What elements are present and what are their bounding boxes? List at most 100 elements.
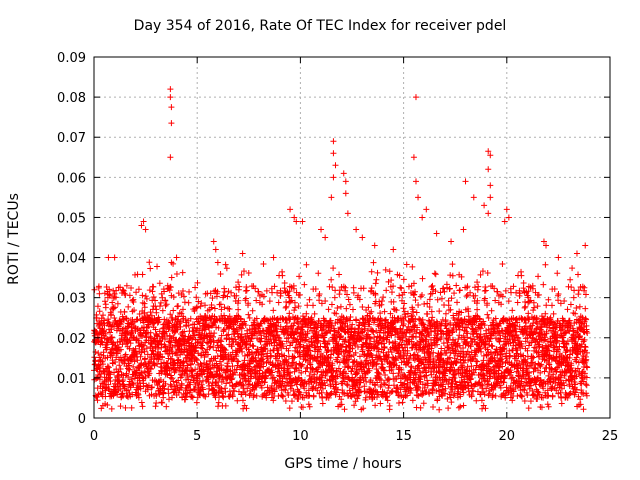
data-point <box>143 295 150 302</box>
data-point <box>126 390 133 397</box>
data-point <box>170 260 177 267</box>
data-point <box>184 364 191 371</box>
data-point <box>520 279 527 286</box>
data-point <box>92 358 99 365</box>
data-point <box>150 283 157 290</box>
data-point <box>218 386 225 393</box>
data-point <box>263 287 270 294</box>
data-point <box>304 302 311 309</box>
data-point <box>202 393 209 400</box>
data-point <box>91 286 98 293</box>
data-point <box>451 290 458 297</box>
data-point <box>526 298 533 305</box>
data-point <box>168 356 175 363</box>
data-point <box>286 310 293 317</box>
data-point <box>330 265 337 272</box>
data-point <box>123 370 130 377</box>
data-point <box>229 363 236 370</box>
data-point <box>412 297 419 304</box>
data-point <box>249 351 256 358</box>
data-point <box>95 350 102 357</box>
data-point <box>275 357 282 364</box>
data-point <box>171 369 178 376</box>
data-point <box>177 323 184 330</box>
data-point <box>189 353 196 360</box>
data-point <box>328 276 335 283</box>
data-point <box>397 284 404 291</box>
data-point <box>246 381 253 388</box>
data-point <box>463 293 470 300</box>
data-point <box>143 345 150 352</box>
data-point <box>555 297 562 304</box>
data-point <box>155 341 162 348</box>
data-point <box>139 332 146 339</box>
data-point <box>147 358 154 365</box>
data-point <box>218 338 225 345</box>
data-point <box>535 273 542 280</box>
data-point <box>162 336 169 343</box>
data-point <box>331 294 338 301</box>
data-point <box>139 271 146 278</box>
data-point <box>453 282 460 289</box>
data-point <box>152 326 159 333</box>
data-point <box>228 289 235 296</box>
data-point <box>218 362 225 369</box>
data-point <box>129 391 136 398</box>
data-point <box>427 291 434 298</box>
data-point <box>179 306 186 313</box>
data-point <box>243 405 250 412</box>
data-point <box>337 303 344 310</box>
data-point <box>131 307 138 314</box>
data-point <box>169 350 176 357</box>
data-point <box>134 316 141 323</box>
data-point <box>382 371 389 378</box>
data-point <box>221 304 228 311</box>
data-point <box>448 399 455 406</box>
data-point <box>426 296 433 303</box>
data-point <box>226 306 233 313</box>
data-point <box>187 379 194 386</box>
data-point <box>146 259 153 266</box>
data-point <box>96 290 103 297</box>
data-point <box>258 384 265 391</box>
data-point <box>168 348 175 355</box>
data-point <box>104 344 111 351</box>
data-point <box>213 368 220 375</box>
data-point <box>152 297 159 304</box>
data-point <box>436 308 443 315</box>
data-point <box>254 382 261 389</box>
data-point <box>174 326 181 333</box>
data-point <box>242 295 249 302</box>
data-point <box>134 357 141 364</box>
data-point <box>236 283 243 290</box>
data-point <box>166 396 173 403</box>
data-point <box>279 392 286 399</box>
data-point <box>157 299 164 306</box>
data-point <box>179 269 186 276</box>
data-point <box>247 390 254 397</box>
data-point <box>220 394 227 401</box>
data-point <box>447 272 454 279</box>
data-point <box>442 310 449 317</box>
data-point <box>445 405 452 412</box>
data-point <box>220 292 227 299</box>
data-point <box>374 269 381 276</box>
data-point <box>222 388 229 395</box>
data-point <box>336 271 343 278</box>
data-point <box>199 345 206 352</box>
data-point <box>114 372 121 379</box>
data-point <box>275 319 282 326</box>
data-point <box>522 303 529 310</box>
data-point <box>167 284 174 291</box>
data-point <box>242 391 249 398</box>
data-point <box>242 322 249 329</box>
data-point <box>148 384 155 391</box>
data-point <box>210 344 217 351</box>
data-point <box>246 315 253 322</box>
data-point <box>156 303 163 310</box>
data-point <box>154 319 161 326</box>
data-point <box>239 366 246 373</box>
data-point <box>396 292 403 299</box>
data-point <box>147 333 154 340</box>
data-point <box>94 303 101 310</box>
